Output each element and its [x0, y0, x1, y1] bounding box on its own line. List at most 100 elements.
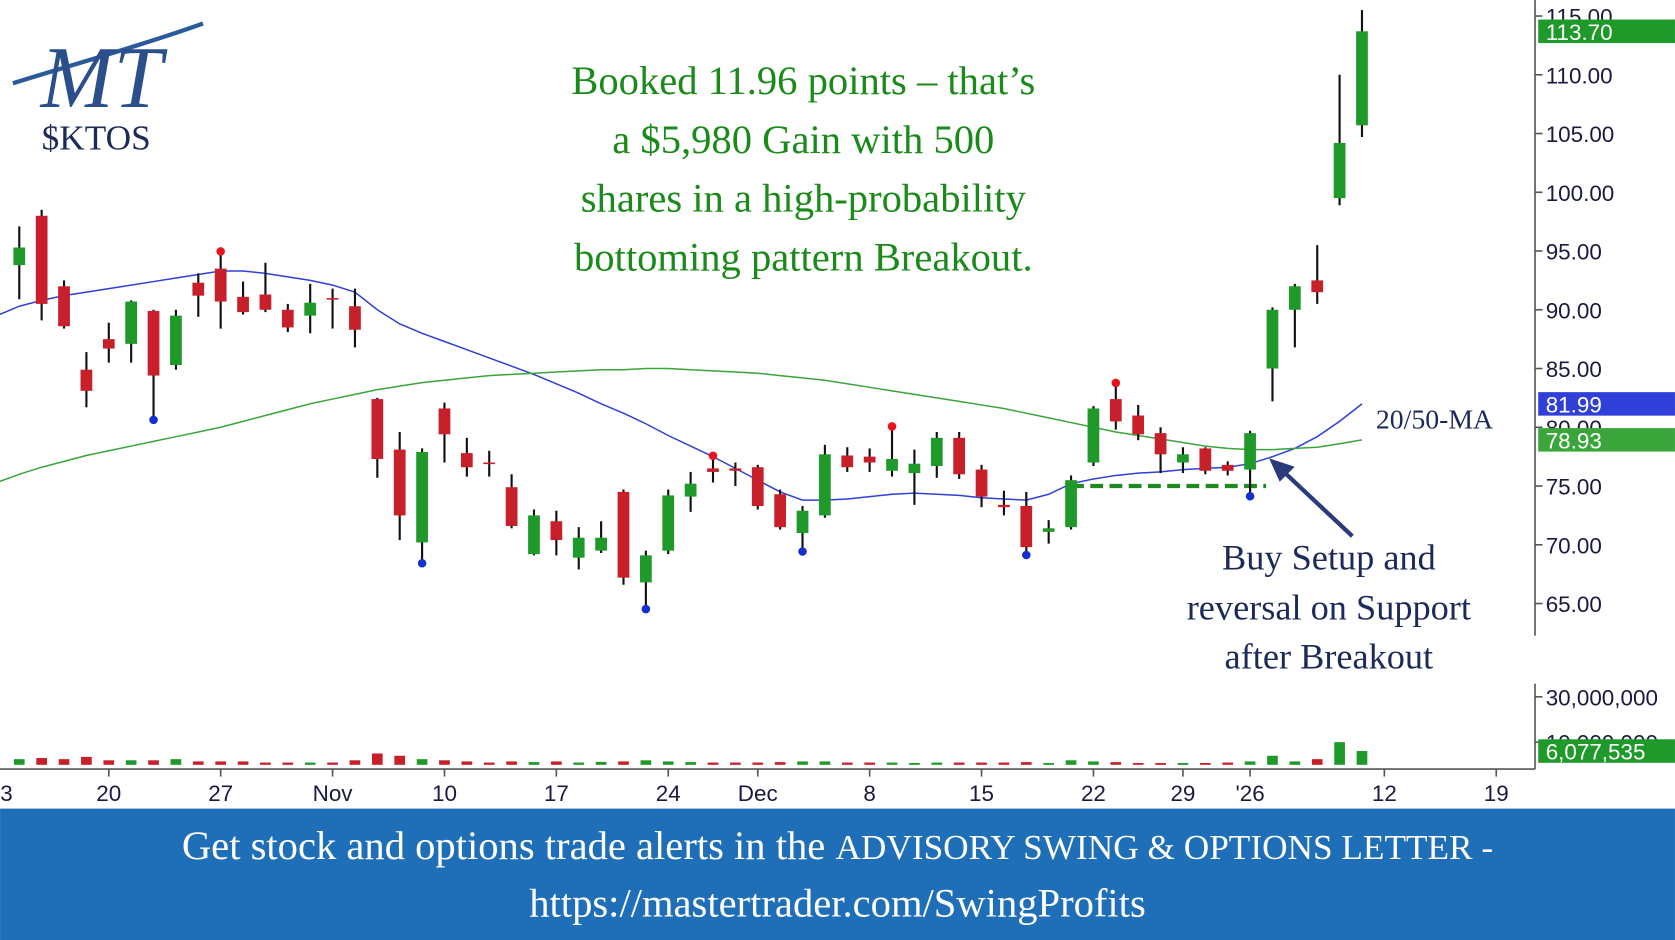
- candle-body: [707, 468, 719, 472]
- volume-bar: [1289, 761, 1301, 765]
- y-tick-label: 105.00: [1546, 122, 1615, 147]
- volume-bar: [1088, 761, 1099, 765]
- y-tick-label: 100.00: [1546, 181, 1615, 206]
- volume-bar: [998, 762, 1010, 765]
- candle-body: [237, 296, 249, 313]
- callout-line: reversal on Support: [1187, 588, 1471, 628]
- x-tick-label: Nov: [313, 781, 354, 806]
- footer-line: Get stock and options trade alerts in th…: [182, 823, 1493, 868]
- candle-body: [170, 315, 182, 365]
- candle-body: [58, 286, 70, 327]
- pivot-low: [149, 415, 158, 425]
- headline: Booked 11.96 points – that’s a $5,980 Ga…: [571, 58, 1035, 279]
- volume-bar: [752, 762, 764, 765]
- volume-bar: [461, 761, 473, 765]
- value-badge: [1538, 739, 1675, 763]
- volume-bar: [215, 761, 227, 765]
- y-tick-label: 110.00: [1546, 63, 1613, 88]
- logo-text: MT: [39, 29, 168, 126]
- candle-body: [796, 510, 809, 534]
- candle-body: [147, 310, 160, 376]
- volume-bar: [528, 762, 540, 765]
- candle-body: [1221, 464, 1234, 471]
- value-badge: [1538, 19, 1675, 44]
- candle-body: [13, 247, 26, 266]
- x-tick-label: 8: [863, 781, 875, 806]
- volume-tick-label: 30,000,000: [1546, 685, 1658, 710]
- candle-body: [953, 437, 966, 475]
- candle-body: [1065, 480, 1077, 528]
- volume-bar: [618, 761, 629, 765]
- x-tick-label: 27: [208, 781, 233, 806]
- volume-bar: [170, 759, 182, 765]
- volume-bar: [304, 762, 316, 765]
- x-tick-label: 20: [96, 781, 121, 806]
- y-tick-label: 70.00: [1546, 533, 1602, 558]
- candle-body: [684, 483, 697, 497]
- volume-bar: [886, 762, 898, 765]
- volume-bar: [1267, 755, 1278, 765]
- candle-body: [393, 449, 406, 516]
- y-tick-label: 85.00: [1546, 357, 1602, 382]
- candle-body: [483, 462, 496, 465]
- candle-body: [102, 339, 115, 349]
- value-badge-label: 81.99: [1546, 392, 1602, 417]
- volume-bar: [1334, 742, 1345, 765]
- headline-line: shares in a high-probability: [581, 176, 1027, 221]
- pivot-low: [1022, 550, 1031, 560]
- volume-bar: [774, 762, 786, 765]
- footer-text: Get stock and options trade alerts in th…: [182, 823, 836, 868]
- ma-line: [0, 367, 1363, 483]
- candle-body: [528, 515, 540, 555]
- candle-body: [751, 467, 764, 506]
- pivot-low: [641, 604, 651, 614]
- x-tick-label: 29: [1170, 781, 1195, 806]
- candle-body: [1020, 505, 1033, 548]
- candle-body: [998, 504, 1010, 508]
- candle-body: [505, 487, 518, 526]
- candle-body: [1244, 433, 1256, 470]
- headline-line: Booked 11.96 points – that’s: [571, 58, 1035, 103]
- volume-bar: [551, 761, 562, 765]
- x-tick-label: 3: [0, 781, 12, 806]
- candle-body: [1311, 280, 1324, 293]
- volume-bar: [1222, 762, 1234, 765]
- value-badge-label: 78.93: [1546, 428, 1602, 453]
- volume-bar: [103, 760, 115, 765]
- candle-body: [1154, 433, 1167, 455]
- volume-bar: [1155, 763, 1166, 765]
- volume-bar: [1356, 751, 1368, 765]
- candle-body: [35, 215, 48, 304]
- candle-body: [80, 369, 93, 391]
- volume-bar: [506, 761, 517, 765]
- x-tick-label: 12: [1372, 781, 1397, 806]
- volume-bar: [1177, 763, 1189, 765]
- volume-bar: [1199, 763, 1211, 765]
- volume-bar: [1110, 762, 1122, 765]
- candle-body: [572, 537, 585, 558]
- volume-bar: [81, 756, 92, 765]
- x-tick-label: 10: [432, 781, 457, 806]
- candle-body: [259, 294, 272, 310]
- candle-body: [863, 456, 876, 463]
- logo: MT: [12, 21, 204, 126]
- candle-body: [371, 399, 384, 459]
- candle-body: [1177, 454, 1189, 463]
- volume-bar: [13, 759, 25, 765]
- pivot-low: [798, 547, 807, 556]
- candle-body: [192, 282, 205, 296]
- volume-bar: [416, 759, 428, 765]
- badges: 113.70 81.99 78.93 6,077,535: [1538, 19, 1675, 765]
- pivot-low: [417, 558, 427, 568]
- candle-body: [281, 309, 294, 328]
- y-tick-label: 90.00: [1546, 298, 1602, 323]
- volume-bar: [909, 763, 920, 765]
- volume-bar: [237, 761, 249, 765]
- value-badge: [1538, 428, 1675, 452]
- volume-bar: [931, 762, 943, 765]
- footer-url: https://mastertrader.com/SwingProfits: [529, 881, 1146, 926]
- candle-body: [438, 408, 451, 435]
- headline-line: a $5,980 Gain with 500: [612, 117, 994, 162]
- volume-bar: [394, 755, 406, 765]
